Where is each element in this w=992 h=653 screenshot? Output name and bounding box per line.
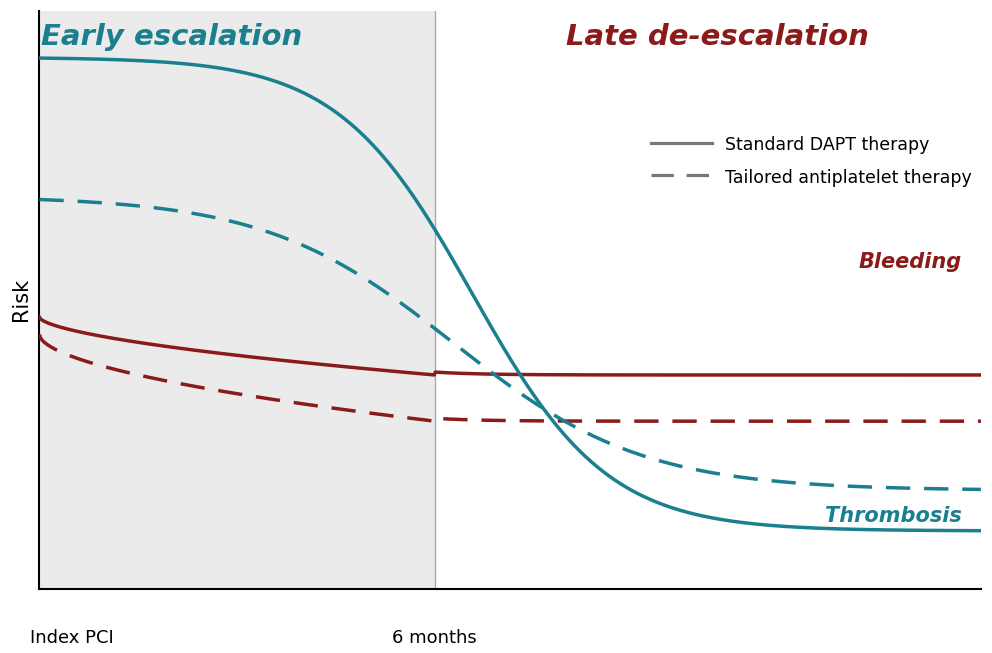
Text: Late de-escalation: Late de-escalation (565, 23, 869, 51)
Legend: Standard DAPT therapy, Tailored antiplatelet therapy: Standard DAPT therapy, Tailored antiplat… (651, 135, 972, 187)
Y-axis label: Risk: Risk (11, 278, 31, 321)
Text: 6 months: 6 months (393, 629, 477, 647)
Text: Early escalation: Early escalation (41, 23, 302, 51)
Text: Thrombosis: Thrombosis (825, 507, 962, 526)
Text: Bleeding: Bleeding (859, 252, 962, 272)
Bar (40, 11, 434, 589)
Text: Index PCI: Index PCI (30, 629, 114, 647)
